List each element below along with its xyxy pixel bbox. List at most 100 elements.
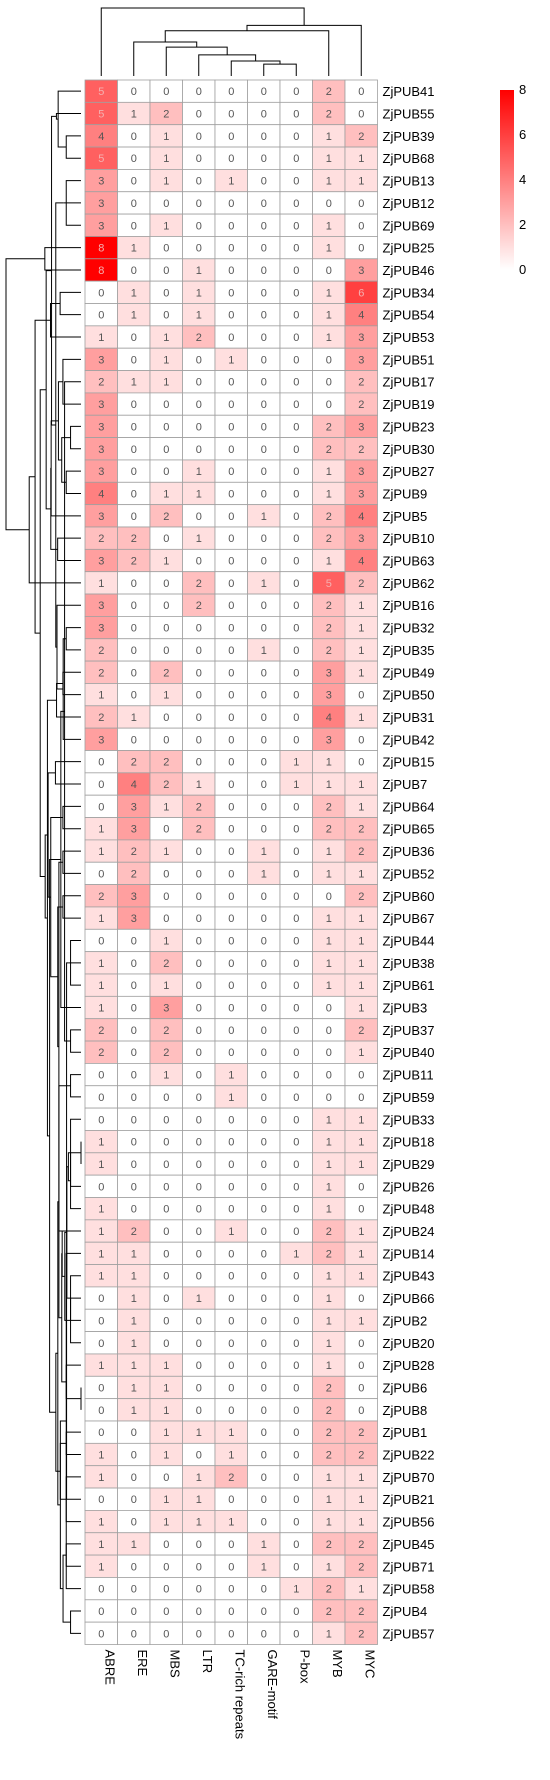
cell-value: 2 [326,1427,332,1439]
cell-value: 2 [98,533,104,545]
cell-value: 1 [98,1360,104,1372]
cell-value: 0 [163,1226,169,1238]
cell-value: 0 [261,1114,267,1126]
cell-value: 0 [131,958,137,970]
cell-value: 0 [163,913,169,925]
cell-value: 0 [261,1427,267,1439]
cell-value: 0 [196,1315,202,1327]
row-dendrogram-branch [28,476,81,584]
cell-value: 0 [228,1382,234,1394]
cell-value: 0 [293,868,299,880]
cell-value: 0 [293,645,299,657]
cell-value: 0 [261,556,267,568]
row-dendrogram-branch [64,1231,71,1321]
cell-value: 0 [196,243,202,255]
cell-value: 0 [293,623,299,635]
cell-value: 1 [326,153,332,165]
color-legend: 0 2 4 6 8 [500,82,526,277]
row-dendrogram-branch [59,1420,67,1590]
cell-value: 0 [163,1561,169,1573]
cell-value: 1 [163,131,169,143]
cell-value: 3 [98,198,104,210]
cell-value: 1 [358,958,364,970]
cell-value: 2 [98,667,104,679]
cell-value: 1 [326,958,332,970]
cell-value: 2 [196,600,202,612]
cell-value: 2 [326,109,332,121]
row-dendrogram-branch [50,817,63,978]
row-label: ZjPUB11 [383,1068,434,1083]
cell-value: 0 [98,1181,104,1193]
cell-value: 1 [163,332,169,344]
row-dendrogram-branch [60,710,81,1009]
cell-value: 2 [358,1539,364,1551]
cell-value: 0 [196,1204,202,1216]
cell-value: 2 [326,1248,332,1260]
cell-value: 0 [228,1293,234,1305]
cell-value: 0 [131,131,137,143]
cell-value: 0 [196,868,202,880]
cell-value: 0 [358,757,364,769]
cell-value: 0 [261,1025,267,1037]
cell-value: 0 [228,1271,234,1283]
cell-value: 8 [98,243,104,255]
cell-value: 3 [98,444,104,456]
cell-value: 4 [358,511,364,523]
cell-value: 0 [293,1271,299,1283]
cell-value: 3 [358,332,364,344]
cell-value: 2 [163,757,169,769]
cell-value: 2 [163,958,169,970]
cell-value: 1 [131,310,137,322]
column-label: MYB [330,1650,345,1678]
cell-value: 0 [293,913,299,925]
cell-value: 0 [293,377,299,389]
row-dendrogram-branch [44,247,81,271]
cell-value: 0 [261,354,267,366]
cell-value: 2 [163,779,169,791]
cell-value: 0 [228,310,234,322]
row-dendrogram-branch [65,627,81,651]
cell-value: 1 [326,846,332,858]
cell-value: 0 [196,1181,202,1193]
row-dendrogram-branch [61,437,71,483]
cell-value: 0 [293,310,299,322]
cell-value: 0 [163,198,169,210]
column-dendrogram-branch [230,60,281,76]
row-dendrogram-branch [56,604,81,690]
cell-value: 1 [228,1517,234,1529]
cell-value: 1 [358,1271,364,1283]
cell-value: 1 [98,980,104,992]
cell-value: 0 [196,623,202,635]
cell-value: 1 [163,801,169,813]
cell-value: 0 [196,1159,202,1171]
cell-value: 0 [131,1450,137,1462]
column-label: MYC [362,1650,377,1679]
cell-value: 5 [98,86,104,98]
cell-value: 0 [293,1494,299,1506]
cell-value: 1 [261,846,267,858]
cell-value: 1 [131,1248,137,1260]
row-label: ZjPUB57 [383,1626,435,1641]
row-label: ZjPUB44 [383,933,435,948]
cell-value: 0 [131,332,137,344]
cell-value: 1 [326,243,332,255]
row-label: ZjPUB16 [383,598,435,613]
cell-value: 0 [261,690,267,702]
cell-value: 1 [326,488,332,500]
cell-value: 0 [228,444,234,456]
cell-value: 0 [131,488,137,500]
row-dendrogram-branch [62,850,81,874]
cell-value: 0 [293,1315,299,1327]
cell-value: 0 [228,243,234,255]
row-label: ZjPUB53 [383,330,435,345]
cell-value: 0 [261,377,267,389]
cell-value: 0 [261,1405,267,1417]
cell-value: 0 [228,220,234,232]
cell-value: 1 [326,779,332,791]
cell-value: 1 [358,1584,364,1596]
cell-value: 0 [131,1025,137,1037]
cell-value: 0 [293,1405,299,1417]
cell-value: 1 [163,846,169,858]
cell-value: 1 [261,645,267,657]
column-label: TC-rich repeats [232,1650,247,1740]
